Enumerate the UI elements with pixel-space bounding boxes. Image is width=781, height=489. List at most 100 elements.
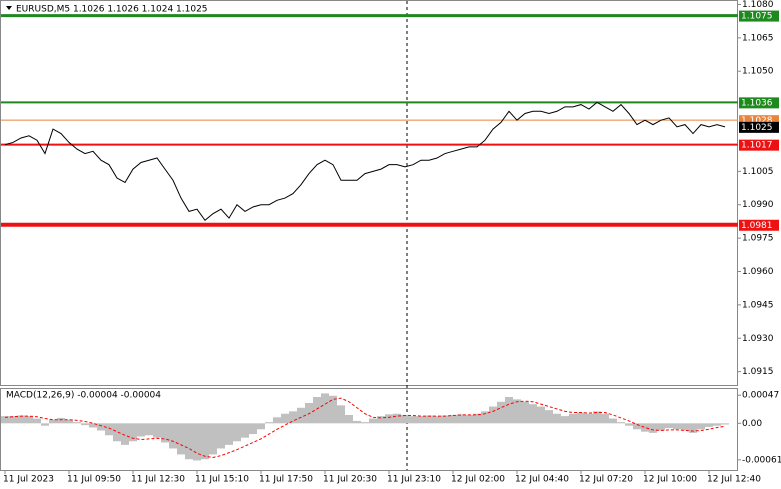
y-tick-label: 1.1065 <box>742 33 774 43</box>
x-tick-label: 11 Jul 2023 <box>3 475 54 485</box>
x-tick-label: 12 Jul 12:40 <box>707 475 761 485</box>
x-tick-label: 12 Jul 04:40 <box>515 475 569 485</box>
macd-bar <box>489 406 497 424</box>
macd-bar <box>225 423 233 445</box>
y-tick-label: 0.00047 <box>742 391 779 401</box>
macd-title: MACD(12,26,9) -0.00004 -0.00004 <box>6 391 161 401</box>
macd-bar <box>545 410 553 424</box>
macd-bar <box>177 423 185 455</box>
macd-bar <box>497 401 505 424</box>
macd-bar <box>633 423 641 430</box>
macd-bar <box>289 411 297 424</box>
macd-bar <box>41 423 49 426</box>
macd-bar <box>689 423 697 433</box>
macd-bar <box>321 393 329 424</box>
x-tick-label: 11 Jul 15:10 <box>195 475 249 485</box>
macd-bar <box>129 423 137 442</box>
y-tick-label: 1.0915 <box>742 367 774 377</box>
y-tick-label: 1.0990 <box>742 200 774 210</box>
macd-bar <box>513 399 521 424</box>
macd-bar <box>193 423 201 461</box>
macd-bar <box>49 419 57 424</box>
macd-bar <box>185 423 193 460</box>
macd-bar <box>57 417 65 424</box>
y-tick-label: 1.0930 <box>742 334 774 344</box>
macd-bar <box>89 423 97 428</box>
level-label-box <box>739 97 779 109</box>
macd-bar <box>401 414 409 424</box>
level-label: 1.1017 <box>741 141 773 151</box>
y-tick-label: 1.0960 <box>742 267 774 277</box>
y-tick-label: 1.1005 <box>742 167 774 177</box>
macd-bar <box>505 396 513 424</box>
macd-bar <box>97 423 105 431</box>
y-tick-label: 1.1050 <box>742 67 774 77</box>
dropdown-icon <box>6 6 12 10</box>
macd-frame <box>0 388 738 471</box>
macd-bar <box>521 401 529 424</box>
macd-bar <box>249 423 257 435</box>
y-tick-label: 1.0975 <box>742 234 774 244</box>
macd-bar <box>201 423 209 460</box>
current-price-label: 1.1025 <box>741 123 773 133</box>
macd-bar <box>257 423 265 430</box>
macd-bar <box>665 423 673 429</box>
macd-bar <box>465 414 473 424</box>
y-tick-label: -0.00061 <box>742 455 781 465</box>
macd-bar <box>449 414 457 424</box>
macd-bar <box>329 395 337 424</box>
macd-bar <box>353 420 361 424</box>
macd-bar <box>297 407 305 424</box>
macd-bar <box>33 418 41 424</box>
x-tick-label: 11 Jul 23:10 <box>387 475 441 485</box>
macd-bar <box>697 423 705 430</box>
macd-bar <box>577 412 585 424</box>
level-label: 1.0981 <box>741 221 773 231</box>
macd-bar <box>121 423 129 445</box>
macd-bar <box>641 423 649 432</box>
x-tick-label: 11 Jul 12:30 <box>131 475 185 485</box>
macd-bar <box>169 423 177 449</box>
macd-bar <box>721 423 729 425</box>
macd-bar <box>593 411 601 424</box>
macd-bar <box>105 423 113 436</box>
macd-bar <box>17 415 25 424</box>
price-line <box>4 101 726 222</box>
macd-bar <box>25 416 33 424</box>
macd-bar <box>649 423 657 433</box>
macd-bar <box>337 405 345 424</box>
signal-line <box>4 397 726 458</box>
macd-bar <box>385 414 393 424</box>
macd-bar <box>265 422 273 424</box>
macd-bar <box>209 423 217 455</box>
level-label: 1.1036 <box>741 98 773 108</box>
macd-bar <box>1 416 9 424</box>
macd-bar <box>305 402 313 424</box>
x-tick-label: 11 Jul 20:30 <box>323 475 377 485</box>
macd-bar <box>433 416 441 424</box>
chart-title: EURUSD,M5 1.1026 1.1026 1.1024 1.1025 <box>16 5 208 15</box>
level-label-box <box>739 115 779 127</box>
macd-bar <box>681 423 689 431</box>
level-label-box <box>739 219 779 231</box>
x-tick-label: 12 Jul 07:20 <box>579 475 633 485</box>
macd-bar <box>9 416 17 424</box>
macd-bar <box>625 423 633 426</box>
macd-bar <box>441 415 449 424</box>
macd-bar <box>705 423 713 427</box>
macd-bar <box>281 413 289 424</box>
macd-bar <box>161 423 169 443</box>
macd-bar <box>153 423 161 438</box>
macd-bar <box>345 414 353 424</box>
macd-bar <box>369 418 377 424</box>
macd-bar <box>601 413 609 424</box>
macd-bar <box>81 423 89 426</box>
macd-bar <box>609 418 617 424</box>
macd-bar <box>537 406 545 424</box>
macd-bar <box>313 396 321 424</box>
price-frame <box>0 0 738 386</box>
macd-bar <box>657 423 665 431</box>
y-tick-label: 1.1080 <box>742 0 774 10</box>
